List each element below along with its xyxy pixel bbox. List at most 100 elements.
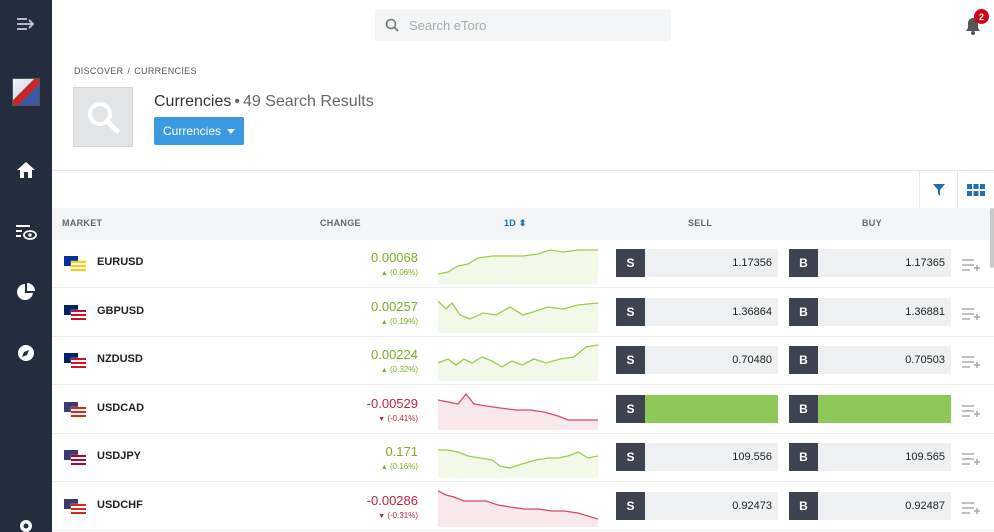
sparkline-chart	[438, 392, 598, 430]
header-buy[interactable]: BUY	[862, 218, 882, 228]
market-symbol[interactable]: USDCHF	[97, 498, 143, 511]
change-percent-value: (0.32%)	[389, 365, 418, 374]
page-title: Currencies • 49 Search Results	[154, 93, 374, 110]
sparkline-chart	[438, 249, 598, 284]
caret-down-icon	[227, 128, 236, 134]
change-percent-value: (0.16%)	[389, 462, 418, 471]
table-row[interactable]: USDJPY 0.171 ▲ (0.16%) S 109.556 B 109.5…	[52, 434, 994, 482]
notification-count-badge: 2	[974, 9, 989, 24]
discover-compass-icon[interactable]	[0, 341, 52, 365]
buy-button[interactable]: B 1.17365	[789, 249, 951, 277]
sell-price: 109.556	[645, 443, 778, 471]
triangle-up-icon: ▲	[380, 367, 388, 374]
buy-letter: B	[789, 297, 818, 326]
header-period-label: 1D	[504, 218, 517, 228]
magnifier-icon	[88, 102, 120, 134]
row-menu-icon[interactable]	[962, 355, 980, 369]
change-value: -0.00529	[366, 395, 418, 411]
triangle-up-icon: ▲	[380, 318, 388, 326]
sell-button[interactable]: S 1.17356	[616, 249, 778, 277]
market-symbol[interactable]: GBPUSD	[97, 304, 145, 317]
buy-price: 1.36881	[818, 297, 951, 326]
breadcrumb-discover[interactable]: DISCOVER	[74, 66, 124, 76]
buy-button[interactable]: B 0.70503	[789, 346, 951, 374]
market-symbol[interactable]: USDCAD	[97, 401, 145, 414]
change-percent-value: (-0.41%)	[387, 413, 418, 423]
table-row[interactable]: GBPUSD 0.00257 ▲ (0.19%) S 1.36864 B 1.3…	[52, 288, 994, 337]
table-row[interactable]: NZDUSD 0.00224 ▲ (0.32%) S 0.70480 B 0.7…	[52, 337, 994, 385]
buy-button[interactable]: B 0.92487	[789, 491, 951, 520]
buy-letter: B	[789, 491, 818, 520]
breadcrumb: DISCOVER / CURRENCIES	[74, 66, 197, 76]
market-symbol[interactable]: NZDUSD	[97, 353, 143, 365]
buy-button[interactable]: B 1.26173	[789, 394, 951, 423]
row-menu-icon[interactable]	[962, 501, 980, 515]
settings-gear-icon[interactable]	[0, 516, 52, 532]
change-percent: ▲ (0.32%)	[381, 365, 418, 374]
buy-letter: B	[789, 443, 818, 471]
row-menu-icon[interactable]	[962, 258, 980, 272]
buy-button[interactable]: B 109.565	[789, 443, 951, 471]
sell-button[interactable]: S 0.92473	[616, 491, 778, 520]
flag-icon	[64, 401, 86, 417]
sell-price: 1.26147	[645, 394, 778, 423]
category-dropdown[interactable]: Currencies	[154, 117, 244, 145]
sell-price: 1.17356	[645, 249, 778, 277]
sell-letter: S	[616, 394, 645, 423]
market-symbol[interactable]: EURUSD	[97, 256, 144, 268]
change-value: 0.00068	[371, 250, 418, 265]
expand-arrow-icon[interactable]	[0, 12, 52, 36]
flag-icon	[64, 304, 86, 320]
sell-letter: S	[616, 443, 645, 471]
change-percent: ▼ (-0.41%)	[378, 414, 418, 423]
market-symbol[interactable]: USDJPY	[97, 450, 142, 462]
flag-icon	[64, 450, 86, 465]
watchlist-icon[interactable]	[0, 220, 52, 244]
grid-view-icon	[967, 183, 985, 196]
sell-button[interactable]: S 1.36864	[616, 297, 778, 326]
buy-letter: B	[789, 394, 818, 423]
triangle-down-icon: ▼	[378, 415, 386, 423]
grid-view-button[interactable]	[957, 171, 994, 208]
sell-price: 0.70480	[645, 346, 778, 374]
triangle-down-icon: ▼	[378, 512, 386, 520]
sell-letter: S	[616, 346, 645, 374]
table-row[interactable]: USDCAD -0.00529 ▼ (-0.41%) S 1.26147 B 1…	[52, 385, 994, 434]
result-count: 49 Search Results	[242, 93, 374, 110]
top-bar: 2	[52, 0, 994, 50]
sparkline-chart	[438, 344, 598, 381]
row-menu-icon[interactable]	[962, 307, 980, 321]
home-icon[interactable]	[0, 158, 52, 182]
sell-button[interactable]: S 109.556	[616, 443, 778, 471]
search-input[interactable]	[409, 17, 649, 33]
triangle-up-icon: ▲	[380, 464, 388, 471]
sell-button[interactable]: S 1.26147	[616, 394, 778, 423]
row-menu-icon[interactable]	[962, 452, 980, 466]
table-header: MARKET CHANGE 1D ⬍ SELL BUY	[52, 208, 994, 240]
header-period[interactable]: 1D ⬍	[504, 218, 527, 229]
buy-price: 109.565	[818, 443, 951, 471]
scrollbar[interactable]	[990, 208, 994, 268]
header-sell[interactable]: SELL	[688, 218, 713, 228]
table-row[interactable]: USDCHF -0.00286 ▼ (-0.31%) S 0.92473 B 0…	[52, 482, 994, 531]
sell-button[interactable]: S 0.70480	[616, 346, 778, 374]
search-box[interactable]	[375, 9, 671, 41]
filter-button[interactable]	[919, 171, 957, 208]
notifications-button[interactable]: 2	[961, 9, 989, 38]
table-row[interactable]: EURUSD 0.00068 ▲ (0.06%) S 1.17356 B 1.1…	[52, 240, 994, 288]
buy-button[interactable]: B 1.36881	[789, 297, 951, 326]
breadcrumb-current: CURRENCIES	[134, 66, 197, 76]
header-change[interactable]: CHANGE	[320, 218, 361, 228]
flag-icon	[64, 353, 86, 368]
portfolio-pie-icon[interactable]	[0, 280, 52, 304]
buy-price: 1.17365	[818, 249, 951, 277]
change-percent: ▲ (0.19%)	[381, 317, 418, 326]
change-percent: ▼ (-0.31%)	[378, 511, 418, 520]
change-percent-value: (-0.31%)	[387, 510, 418, 520]
sparkline-chart	[438, 489, 598, 527]
header-market[interactable]: MARKET	[62, 218, 103, 228]
change-value: 0.00224	[371, 347, 418, 362]
avatar[interactable]	[0, 78, 52, 106]
row-menu-icon[interactable]	[962, 404, 980, 418]
category-dropdown-label: Currencies	[162, 124, 222, 138]
